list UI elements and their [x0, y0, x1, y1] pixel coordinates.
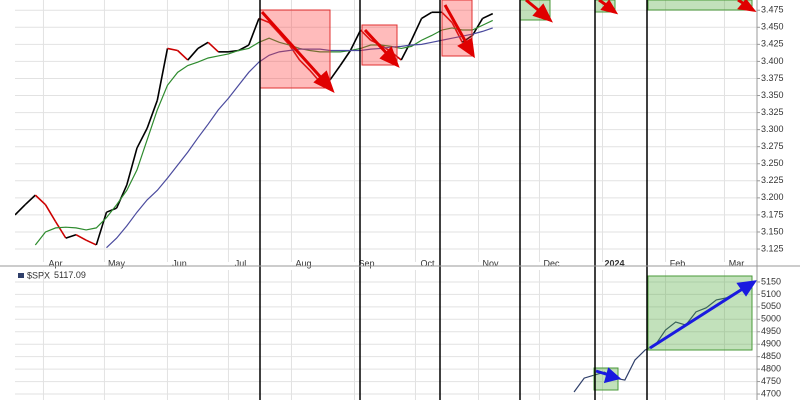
y-tick-label: 3.175 — [761, 209, 784, 219]
blue-arrows — [595, 280, 758, 384]
x-tick-label: Jun — [172, 258, 187, 268]
y-tick-label: 4900 — [761, 339, 781, 349]
price-segment — [187, 47, 199, 61]
y-tick-label: 4750 — [761, 376, 781, 386]
y-tick-label: 3.125 — [761, 243, 784, 253]
series-line — [106, 27, 493, 249]
price-segment — [85, 239, 97, 246]
price-segment — [268, 21, 280, 34]
x-tick-label: Oct — [420, 258, 435, 268]
annotation-lines — [259, 0, 648, 400]
price-segment — [177, 49, 189, 61]
price-segment — [278, 32, 291, 46]
price-segment — [248, 18, 260, 46]
price-segment — [482, 12, 494, 20]
y-tick-label: 3.450 — [761, 22, 784, 32]
price-segment — [44, 204, 57, 223]
arrow-head — [737, 0, 757, 13]
price-segment — [441, 11, 453, 24]
x-tick-label: Feb — [670, 258, 686, 268]
arrow — [260, 10, 327, 84]
arrow-head — [313, 70, 335, 94]
y-tick-label: 5050 — [761, 301, 781, 311]
price-segment — [106, 207, 117, 213]
legend-swatch — [18, 273, 24, 278]
y-tick-label: 3.350 — [761, 90, 784, 100]
arrow-head — [457, 37, 475, 59]
price-segment — [410, 18, 423, 41]
arrow-head — [736, 280, 758, 297]
annotations — [259, 0, 758, 400]
series-group — [15, 11, 494, 249]
y-tick-label: 3.375 — [761, 73, 784, 83]
price-segment — [299, 59, 311, 71]
y-tick-label: 3.275 — [761, 141, 784, 151]
price-segment — [156, 48, 169, 101]
y-tick-label: 4800 — [761, 363, 781, 373]
x-tick-label: Sep — [358, 258, 374, 268]
price-segment — [207, 41, 219, 53]
price-segment — [126, 147, 138, 186]
price-segment — [24, 194, 36, 206]
x-tick-label: Jul — [235, 258, 247, 268]
price-segment — [75, 234, 87, 241]
price-segment — [339, 50, 352, 66]
y-tick-label: 5150 — [761, 276, 781, 286]
y-tick-label: 3.225 — [761, 175, 784, 185]
series-line — [34, 19, 493, 246]
x-tick-label: May — [108, 258, 126, 268]
price-segment — [197, 41, 209, 50]
arrow-head — [532, 3, 553, 23]
x-tick-label: 2024 — [604, 258, 624, 268]
arrow-head — [603, 367, 622, 384]
x-tick-label: Nov — [482, 258, 499, 268]
price-segment — [146, 100, 159, 129]
price-segment — [471, 18, 484, 36]
y-tick-label: 5100 — [761, 289, 781, 299]
y-tick-label: 3.425 — [761, 39, 784, 49]
price-segment — [288, 44, 301, 61]
price-segment — [349, 29, 362, 51]
arrow — [649, 286, 745, 350]
y-tick-label: 4850 — [761, 351, 781, 361]
y-tick-label: 3.300 — [761, 124, 784, 134]
y-tick-label: 3.200 — [761, 192, 784, 202]
price-segment — [421, 11, 433, 20]
arrow-head — [600, 0, 619, 15]
y-tick-label: 3.150 — [761, 226, 784, 236]
x-tick-label: Mar — [729, 258, 745, 268]
y-tick-label: 4950 — [761, 326, 781, 336]
arrow — [443, 4, 470, 47]
price-segment — [451, 22, 463, 43]
price-segment — [95, 211, 108, 246]
price-segment — [54, 221, 67, 239]
x-tick-label: Aug — [295, 258, 311, 268]
price-segment — [65, 233, 77, 239]
red-arrows — [260, 0, 757, 94]
plot-area: 3.125 3.150 3.175 3.200 3.225 3.250 3.275 3.300… — [15, 0, 784, 400]
arrow-head — [379, 46, 400, 68]
legend-label: $SPX 5117.09 — [27, 270, 86, 280]
x-tick-label: Dec — [543, 258, 560, 268]
annotation-box — [647, 0, 753, 11]
y-tick-label: 3.475 — [761, 5, 784, 15]
price-segment — [136, 127, 148, 149]
price-segment — [167, 47, 178, 52]
price-segment — [15, 204, 26, 216]
price-segment — [34, 194, 47, 206]
y-tick-label: 5000 — [761, 314, 781, 324]
y-tick-label: 4700 — [761, 388, 781, 398]
y-tick-label: 3.400 — [761, 56, 784, 66]
price-segment — [400, 39, 413, 61]
y-tick-label: 3.250 — [761, 158, 784, 168]
y-tick-label: 3.325 — [761, 107, 784, 117]
price-segment — [329, 65, 341, 81]
x-tick-label: Apr — [48, 258, 62, 268]
legend-value: 5117.09 — [54, 270, 86, 280]
